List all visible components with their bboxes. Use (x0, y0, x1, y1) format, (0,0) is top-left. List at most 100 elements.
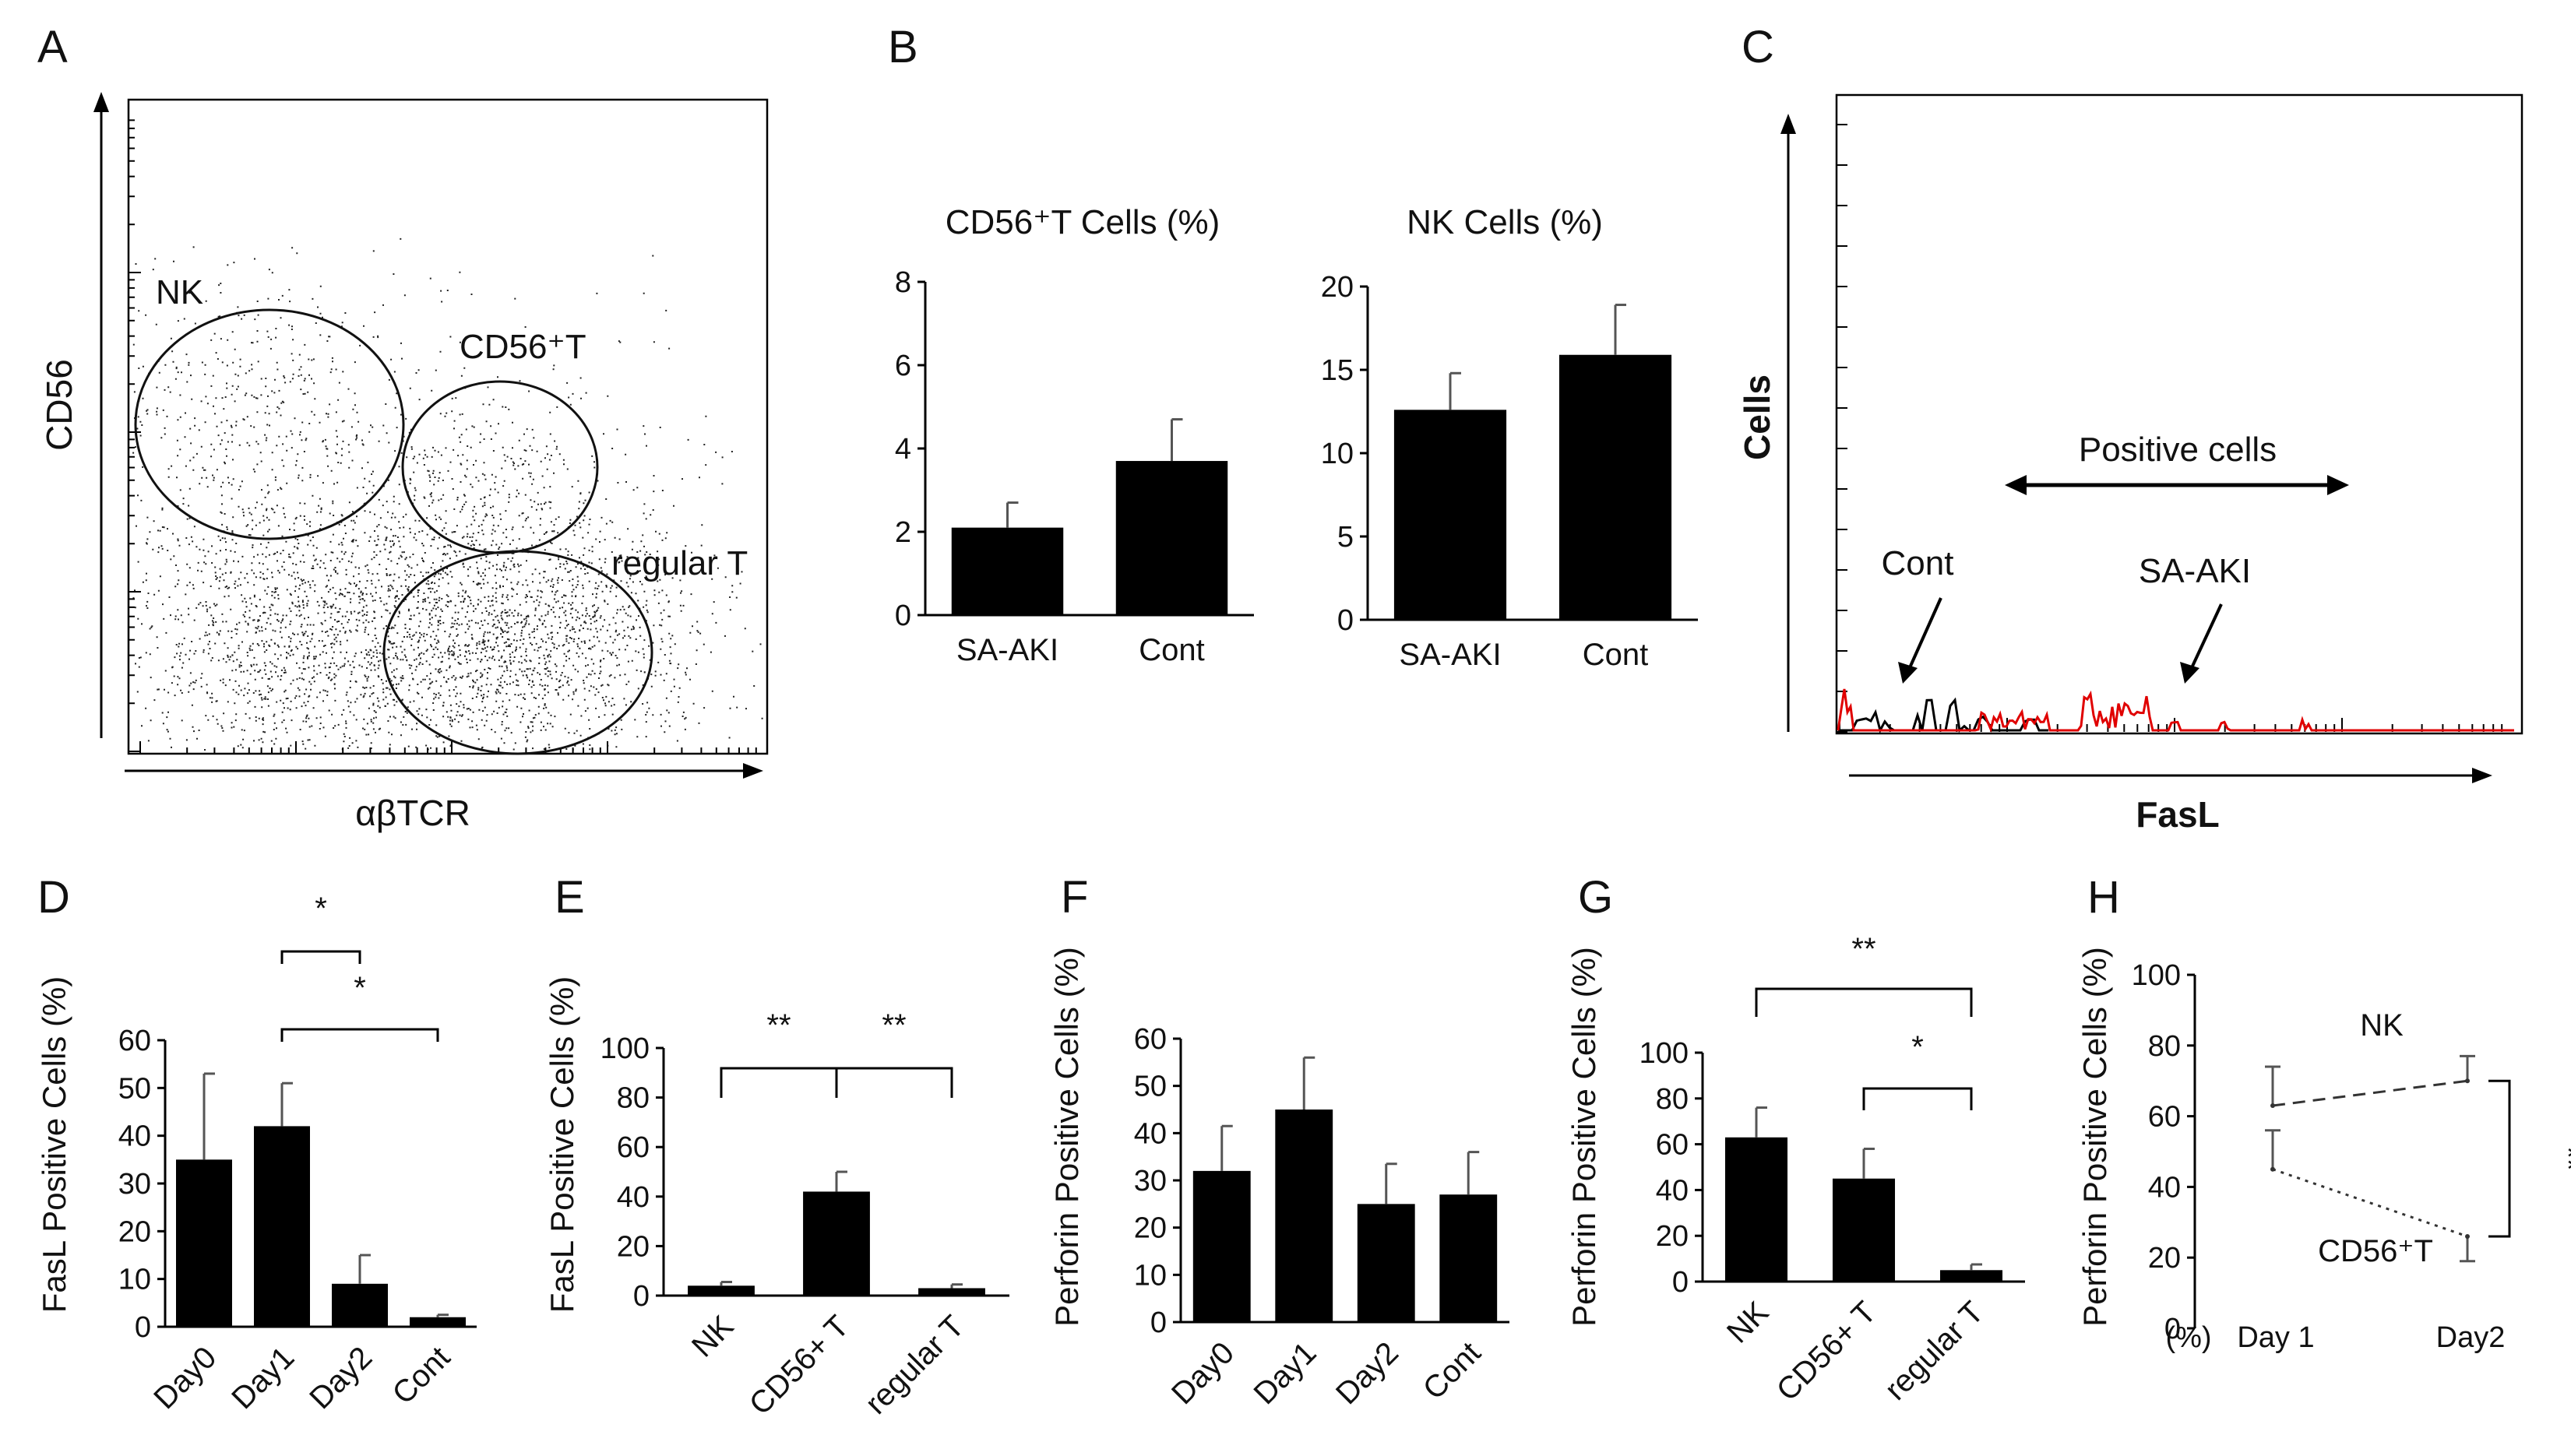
y-tick-label: 20 (617, 1230, 650, 1263)
bar-day1 (1275, 1110, 1333, 1322)
y-arrowhead (93, 92, 109, 112)
y-tick-label: 0 (1672, 1266, 1689, 1299)
y-arrowhead (1780, 114, 1796, 134)
y-tick-label: 2 (895, 516, 911, 549)
bar-sa-aki (1393, 410, 1507, 620)
series-line-nk (2272, 1079, 2468, 1107)
panel-label-h: H (2087, 872, 2120, 923)
y-tick-label: 100 (2132, 959, 2181, 992)
cont-label: Cont (1882, 544, 1954, 582)
x-arrowhead (2472, 768, 2492, 783)
y-tick-label: 0 (2164, 1313, 2181, 1345)
significance-bracket (720, 1067, 838, 1098)
bar-regular-t (1939, 1270, 2003, 1282)
panel-label-a: A (37, 22, 68, 72)
histogram-frame (1835, 93, 2523, 735)
y-tick-label: 10 (118, 1264, 151, 1296)
bar-plot: 0 2 4 6 8 SA-AKI Cont (895, 266, 1254, 667)
y-tick-label: 6 (895, 350, 911, 382)
x-unit-label: (%) (2165, 1321, 2211, 1354)
bar-regular-t (918, 1288, 985, 1296)
significance-bracket (1862, 1087, 1973, 1110)
y-tick-label: 40 (118, 1120, 151, 1153)
saaki-pointer (2189, 603, 2223, 672)
y-tick-label: 100 (600, 1032, 650, 1065)
histogram-ticks (1837, 124, 2503, 733)
panel-label-e: E (555, 872, 585, 923)
y-tick-label: 0 (1337, 604, 1354, 637)
y-tick-label: 80 (2148, 1030, 2181, 1063)
cont-pointer-head (1898, 662, 1918, 684)
y-tick-label: 0 (135, 1311, 151, 1344)
significance-bracket (280, 950, 361, 964)
x-arrowhead (743, 763, 763, 779)
bar-plot: 0 10 20 30 40 50 60 Day0 Day1 Day2 Cont (1134, 1023, 1509, 1411)
x-tick-label: Day0 (1165, 1335, 1241, 1411)
significance-label: * (315, 892, 327, 926)
panel-label-b: B (888, 22, 918, 72)
y-tick-label: 30 (118, 1168, 151, 1201)
series-label-cd56t: CD56⁺T (2318, 1234, 2433, 1268)
y-tick-label: 20 (2148, 1242, 2181, 1275)
data-point (2270, 1103, 2275, 1108)
panel-label-d: D (37, 872, 70, 923)
bar-day0 (176, 1159, 232, 1327)
positive-range-arrow-right (2327, 475, 2349, 495)
bar-sa-aki (951, 527, 1064, 615)
bar-day2 (332, 1283, 388, 1327)
x-tick-label: NK (685, 1309, 741, 1364)
bar-cont (1115, 461, 1228, 615)
scatter-frame (127, 98, 769, 755)
x-tick-label: Cont (386, 1340, 457, 1411)
positive-cells-label: Positive cells (2079, 431, 2277, 469)
x-tick-label: Day 1 (2237, 1321, 2314, 1354)
panel-b-nk-chart: NK Cells (%) 0 5 10 15 20 SA-AKI Cont (1321, 203, 1698, 672)
chart-title: NK Cells (%) (1407, 203, 1603, 241)
panel-h-chart: Perforin Positive Cells (%) (%) 0 20 40 60 8… (2076, 947, 2571, 1354)
x-tick-label: SA-AKI (956, 633, 1058, 667)
data-point (2465, 1078, 2470, 1084)
gate-cd56t (401, 380, 599, 554)
y-tick-label: 8 (895, 266, 911, 299)
significance-bracket (2488, 1079, 2511, 1238)
gate-nk (134, 308, 405, 540)
y-tick-label: 15 (1321, 354, 1354, 387)
panel-f-chart: Perforin Positive Cells (%) 0 10 20 30 40 50 6… (1048, 947, 1509, 1411)
panel-label-c: C (1742, 22, 1774, 72)
significance-label: * (1911, 1030, 1924, 1064)
y-tick-label: 0 (895, 600, 911, 632)
log-ticks (129, 119, 757, 754)
y-axis-label: FasL Positive Cells (%) (544, 976, 580, 1314)
y-tick-label: 40 (2148, 1171, 2181, 1204)
gate-label-regular-t: regular T (611, 544, 748, 582)
bar-day1 (254, 1126, 310, 1327)
y-tick-label: 20 (118, 1215, 151, 1248)
panel-label-g: G (1578, 872, 1613, 923)
bar-plot: 0 5 10 15 20 SA-AKI Cont (1321, 271, 1698, 672)
positive-range-arrow-left (2005, 475, 2027, 495)
significance-bracket (835, 1067, 953, 1098)
scatter-ticks (129, 119, 757, 754)
significance-bracket (280, 1028, 439, 1042)
saaki-label: SA-AKI (2139, 552, 2251, 590)
y-tick-label: 100 (1639, 1037, 1689, 1070)
y-tick-label: 80 (1656, 1083, 1689, 1116)
x-tick-label: regular T (1879, 1295, 1991, 1407)
series-line-cd56t (2272, 1168, 2468, 1238)
series-label-nk: NK (2360, 1008, 2404, 1043)
chart-title: CD56⁺T Cells (%) (946, 203, 1220, 241)
y-tick-label: 50 (118, 1072, 151, 1105)
y-axis-label: Perforin Positive Cells (%) (1048, 947, 1085, 1327)
gate-label-nk: NK (156, 273, 203, 311)
y-tick-label: 40 (617, 1181, 650, 1214)
x-tick-label: CD56+ T (1770, 1295, 1883, 1408)
axis-ticks (1837, 124, 2503, 733)
bar-plot: 0 10 20 30 40 50 60 Day0 Day1 Day2 Cont * * (118, 892, 477, 1416)
x-tick-label: CD56+ T (743, 1309, 856, 1422)
y-tick-label: 30 (1134, 1165, 1167, 1198)
bar-cont (410, 1317, 466, 1327)
y-tick-label: 40 (1134, 1117, 1167, 1150)
panel-b-cd56t-chart: CD56⁺T Cells (%) 0 2 4 6 8 SA-AKI Cont (895, 203, 1254, 667)
